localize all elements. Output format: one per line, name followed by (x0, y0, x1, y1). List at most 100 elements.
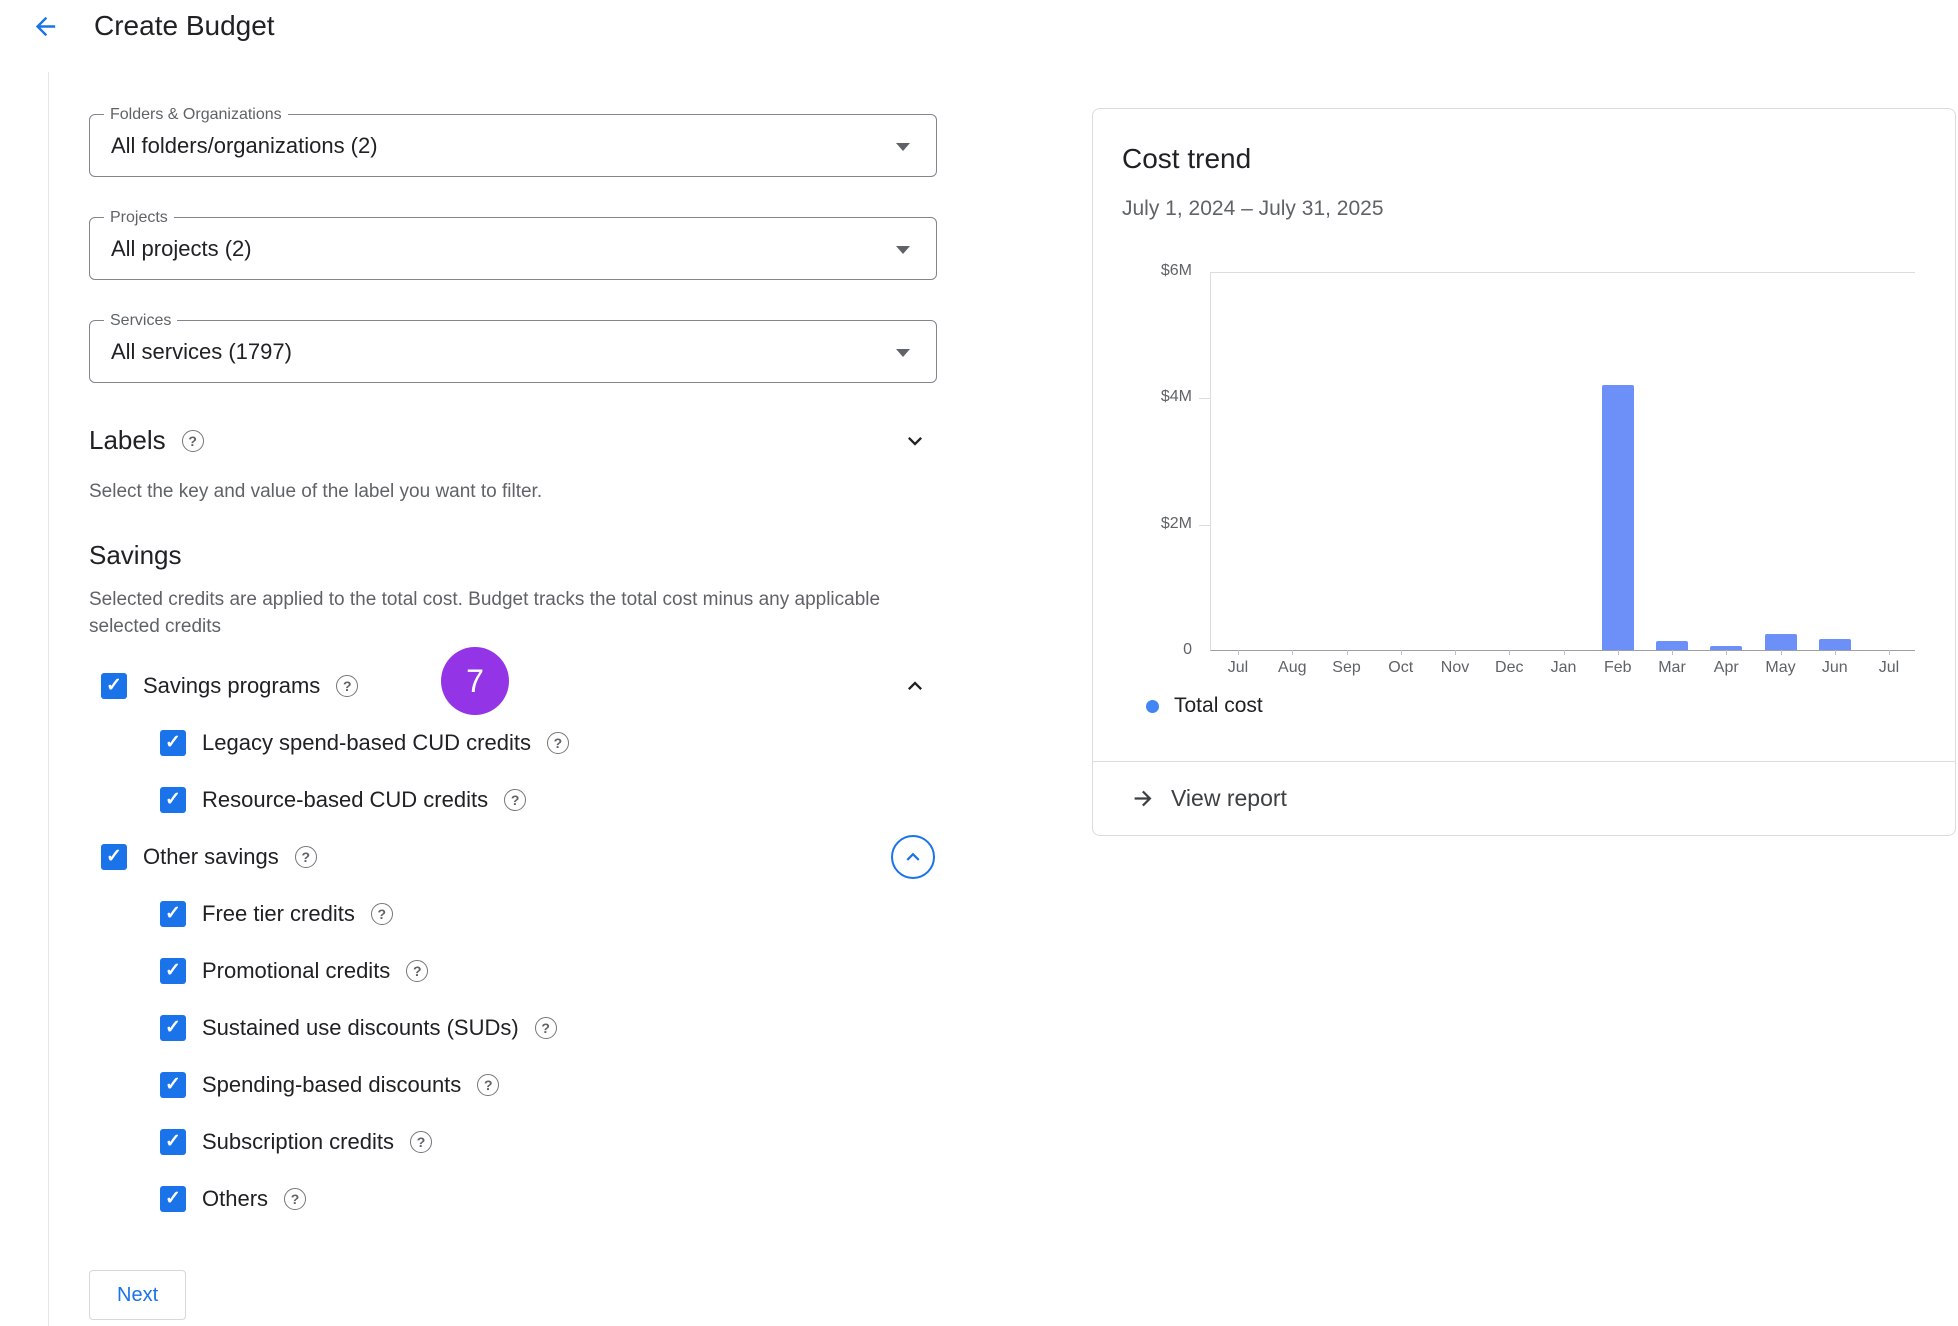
x-axis-tick (1563, 650, 1565, 655)
cost-bar-may-10 (1764, 634, 1797, 650)
help-icon[interactable]: ? (406, 959, 429, 982)
field-value: All folders/organizations (2) (111, 132, 378, 158)
x-axis-tick-label: Jan (1550, 659, 1577, 676)
x-axis-tick-label: Dec (1495, 659, 1524, 676)
checkbox-savings-programs[interactable] (101, 672, 127, 699)
help-icon[interactable]: ? (370, 902, 393, 925)
help-icon[interactable]: ? (546, 731, 569, 754)
x-axis-tick (1238, 650, 1239, 655)
x-axis-tick (1834, 650, 1836, 655)
savings-checkbox-list: Savings programs ? Legacy spend-based CU… (89, 657, 937, 1227)
resource-cud-credits-row: Resource-based CUD credits ? (89, 771, 937, 828)
checkbox-promotional-credits[interactable] (160, 957, 186, 984)
cost-bar-feb-7 (1601, 384, 1634, 650)
x-axis-tick (1509, 650, 1511, 655)
help-icon[interactable]: ? (294, 845, 317, 868)
dropdown-caret-icon (896, 245, 910, 254)
x-axis-tick (1889, 650, 1890, 655)
card-divider (1093, 761, 1955, 762)
x-axis-tick-label: Oct (1388, 659, 1414, 676)
back-button[interactable] (30, 11, 60, 41)
cost-trend-plot: $6M $4M $2M 0 Jul Aug Sep Oct Nov Dec Jan Feb Mar Apr… (1161, 262, 1915, 676)
x-axis-tick-label: Aug (1278, 659, 1307, 676)
x-axis-tick-label: Nov (1440, 659, 1470, 676)
checkbox-sustained-use-discounts[interactable] (160, 1014, 186, 1041)
help-icon[interactable]: ? (181, 429, 204, 452)
cost-bar-mar-8 (1656, 640, 1688, 650)
checkbox-label: Other savings (143, 843, 279, 869)
checkbox-label: Resource-based CUD credits (202, 786, 489, 812)
x-axis-tick-label: Jul (1227, 659, 1249, 676)
checkbox-label: Sustained use discounts (SUDs) (202, 1014, 519, 1040)
checkbox-free-tier-credits[interactable] (160, 900, 186, 927)
checkbox-label: Subscription credits (202, 1128, 394, 1154)
field-value: All projects (2) (111, 235, 252, 261)
help-icon[interactable]: ? (284, 1187, 307, 1210)
checkbox-label: Promotional credits (202, 957, 391, 983)
legend-label: Total cost (1174, 694, 1263, 717)
checkbox-label: Savings programs (143, 672, 321, 698)
collapse-chevron-up-icon[interactable] (901, 672, 929, 700)
labels-section-header: Labels ? (89, 425, 937, 456)
field-label: Projects (104, 209, 174, 227)
checkbox-label: Legacy spend-based CUD credits (202, 729, 531, 755)
services-select[interactable]: Services All services (1797) (89, 312, 937, 383)
other-savings-row: Other savings ? (89, 828, 937, 885)
checkbox-other-savings[interactable] (101, 843, 127, 870)
y-axis-tick (1199, 524, 1211, 526)
promotional-credits-row: Promotional credits ? (89, 942, 937, 999)
page-header: Create Budget (30, 10, 275, 42)
cost-bar-apr-9 (1710, 645, 1743, 650)
help-icon[interactable]: ? (534, 1016, 557, 1039)
checkbox-label: Free tier credits (202, 900, 355, 926)
next-button[interactable]: Next (89, 1270, 187, 1320)
checkbox-spending-based-discounts[interactable] (160, 1071, 186, 1098)
checkbox-legacy-cud-credits[interactable] (160, 729, 186, 756)
help-icon[interactable]: ? (409, 1130, 432, 1153)
gridline (1211, 272, 1915, 273)
x-axis-tick-label: Apr (1713, 659, 1739, 676)
checkbox-others[interactable] (160, 1185, 186, 1212)
help-icon[interactable]: ? (504, 788, 527, 811)
checkbox-label: Spending-based discounts (202, 1071, 462, 1097)
panel-divider (48, 72, 49, 1326)
projects-select[interactable]: Projects All projects (2) (89, 209, 937, 280)
dropdown-caret-icon (896, 348, 910, 357)
view-report-link[interactable]: View report (1129, 775, 1287, 821)
help-icon[interactable]: ? (336, 674, 359, 697)
x-axis-tick-label: May (1765, 659, 1796, 676)
x-axis-tick (1780, 650, 1782, 655)
arrow-forward-icon (1134, 790, 1152, 806)
collapse-chevron-up-circled-icon[interactable] (891, 834, 935, 879)
x-axis-tick-label: Jul (1878, 659, 1900, 676)
dropdown-caret-icon (896, 142, 910, 151)
checkbox-subscription-credits[interactable] (160, 1128, 186, 1155)
labels-description: Select the key and value of the label yo… (89, 481, 543, 502)
x-axis-tick-label: Feb (1603, 659, 1632, 676)
checkbox-label: Others (202, 1185, 269, 1211)
help-icon[interactable]: ? (477, 1073, 500, 1096)
y-axis-tick (1199, 398, 1211, 400)
cost-trend-date-range: July 1, 2024 – July 31, 2025 (1122, 197, 1384, 220)
y-axis-tick-label: $4M (1160, 388, 1192, 406)
step-badge: 7 (441, 647, 509, 715)
x-axis-tick (1346, 650, 1348, 655)
chevron-down-icon[interactable] (901, 427, 929, 455)
subscription-credits-row: Subscription credits ? (89, 1113, 937, 1170)
checkbox-resource-cud-credits[interactable] (160, 786, 186, 813)
x-axis-tick (1292, 650, 1294, 655)
view-report-label: View report (1171, 784, 1287, 811)
x-axis-tick (1400, 650, 1402, 655)
field-value: All services (1797) (111, 338, 292, 364)
field-label: Services (104, 312, 178, 330)
x-axis-tick (1672, 650, 1673, 655)
x-axis-tick-label: Mar (1658, 659, 1686, 676)
cost-trend-title: Cost trend (1122, 143, 1252, 174)
legacy-cud-credits-row: Legacy spend-based CUD credits ? (89, 714, 937, 771)
sustained-use-discounts-row: Sustained use discounts (SUDs) ? (89, 999, 937, 1056)
savings-heading: Savings (89, 540, 182, 570)
x-axis-tick-label: Jun (1821, 659, 1848, 676)
savings-description: Selected credits are applied to the tota… (89, 589, 881, 637)
folders-organizations-select[interactable]: Folders & Organizations All folders/orga… (89, 106, 937, 177)
